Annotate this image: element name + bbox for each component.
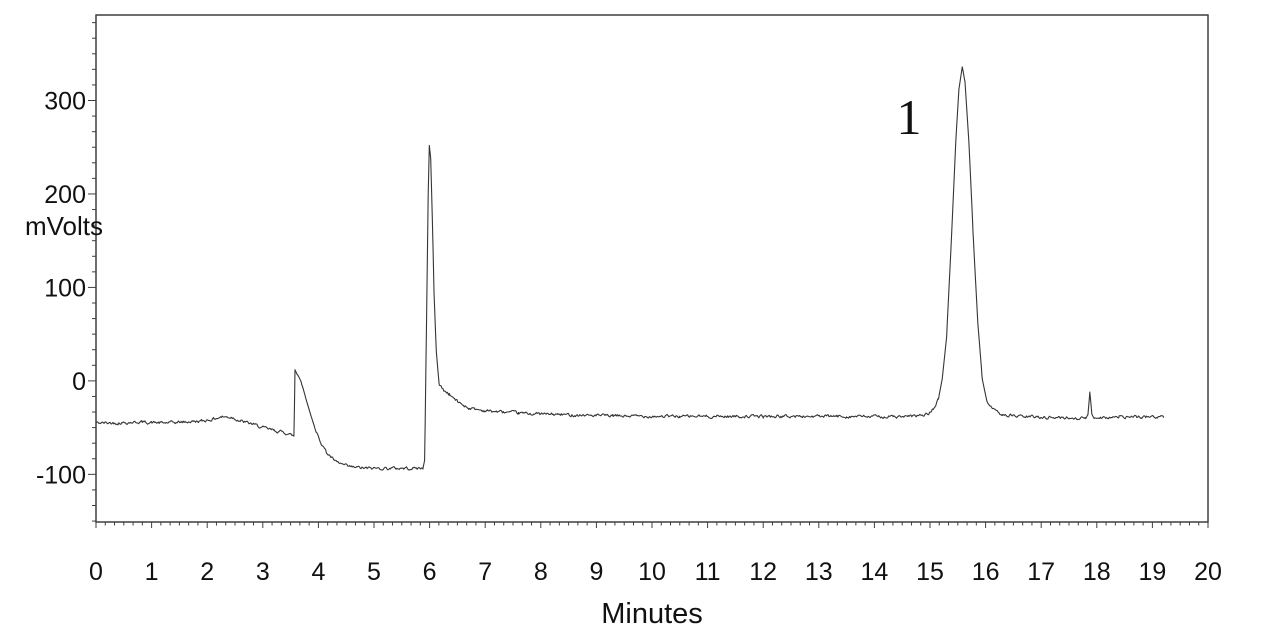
x-tick-label: 18 — [1083, 558, 1111, 586]
y-tick-label: 0 — [72, 368, 86, 396]
chromatogram-trace — [95, 66, 1165, 471]
x-tick-label: 12 — [749, 558, 777, 586]
x-tick-label: 3 — [256, 558, 270, 586]
x-tick-label: 0 — [89, 558, 103, 586]
x-tick-label: 4 — [311, 558, 325, 586]
x-tick-label: 10 — [638, 558, 666, 586]
x-tick-label: 2 — [200, 558, 214, 586]
x-tick-label: 13 — [805, 558, 833, 586]
x-tick-label: 6 — [423, 558, 437, 586]
y-axis-title: mVolts — [24, 211, 103, 241]
x-tick-label: 7 — [478, 558, 492, 586]
x-tick-label: 16 — [972, 558, 1000, 586]
x-tick-label: 5 — [367, 558, 381, 586]
x-tick-label: 1 — [145, 558, 159, 586]
plot-border — [95, 14, 1209, 523]
x-tick-label: 20 — [1194, 558, 1222, 586]
x-tick-label: 19 — [1138, 558, 1166, 586]
peak-1-annotation: 1 — [896, 89, 922, 145]
x-tick-label: 8 — [534, 558, 548, 586]
x-tick-label: 9 — [589, 558, 603, 586]
y-tick-label: 100 — [44, 274, 86, 302]
y-tick-label: 300 — [44, 88, 86, 116]
x-tick-label: 15 — [916, 558, 944, 586]
x-tick-label: 14 — [860, 558, 888, 586]
y-tick-label: 200 — [44, 181, 86, 209]
y-tick-label: -100 — [36, 461, 86, 489]
x-tick-label: 17 — [1027, 558, 1055, 586]
x-axis-title: Minutes — [601, 598, 703, 630]
x-tick-label: 11 — [695, 558, 721, 586]
